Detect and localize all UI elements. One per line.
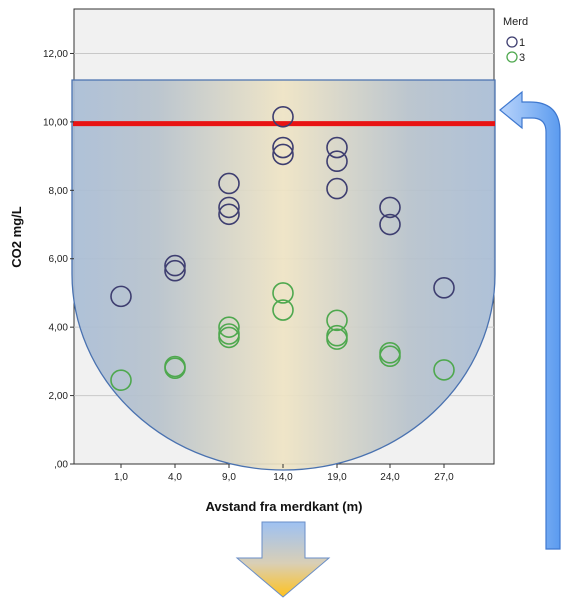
x-tick-label-5: 24,0 bbox=[380, 472, 400, 483]
x-axis-ticks: 1,0 4,0 9,0 14,0 19,0 24,0 27,0 bbox=[114, 464, 454, 483]
point-series-1-9 bbox=[326, 136, 348, 159]
point-series-1-10 bbox=[326, 150, 348, 173]
x-tick-label-2: 9,0 bbox=[222, 472, 236, 483]
x-tick-label-3: 14,0 bbox=[273, 472, 293, 483]
point-series-3-5 bbox=[218, 326, 240, 349]
y-axis-title: CO2 mg/L bbox=[9, 206, 24, 267]
gradient-overlay bbox=[71, 79, 496, 471]
point-series-1-1 bbox=[164, 254, 186, 277]
y-tick-label-2: 4,00 bbox=[49, 323, 69, 334]
legend-label-series-1: 1 bbox=[519, 37, 525, 49]
y-tick-label-5: 10,00 bbox=[43, 117, 68, 128]
y-tick-label-0: ,00 bbox=[54, 460, 68, 471]
point-series-1-5 bbox=[218, 203, 240, 226]
x-tick-label-6: 27,0 bbox=[434, 472, 454, 483]
point-series-1-7 bbox=[272, 136, 294, 159]
legend-marker-series-1 bbox=[506, 36, 518, 48]
curved-arrow bbox=[499, 90, 561, 550]
point-series-3-12 bbox=[379, 345, 401, 368]
point-series-1-6 bbox=[272, 105, 294, 128]
point-series-3-7 bbox=[272, 299, 294, 321]
point-series-3-0 bbox=[110, 369, 132, 391]
point-series-1-11 bbox=[326, 177, 348, 200]
point-series-3-8 bbox=[326, 309, 348, 332]
point-series-3-6 bbox=[272, 282, 294, 304]
point-series-3-3 bbox=[218, 316, 240, 338]
y-tick-label-6: 12,00 bbox=[43, 49, 68, 60]
point-series-3-13 bbox=[433, 359, 455, 381]
point-series-3-10 bbox=[326, 328, 348, 350]
y-tick-label-3: 6,00 bbox=[49, 254, 69, 265]
point-series-1-14 bbox=[433, 277, 455, 299]
y-tick-label-1: 2,00 bbox=[49, 391, 69, 402]
down-arrow bbox=[235, 521, 331, 598]
data-points bbox=[110, 105, 455, 391]
point-series-1-4 bbox=[218, 196, 240, 219]
x-tick-label-0: 1,0 bbox=[114, 472, 128, 483]
legend-label-series-3: 3 bbox=[519, 52, 525, 64]
point-series-1-8 bbox=[272, 143, 294, 166]
point-series-3-2 bbox=[164, 357, 186, 380]
x-axis-title: Avstand fra merdkant (m) bbox=[206, 499, 363, 514]
point-series-1-2 bbox=[164, 259, 186, 282]
point-series-1-3 bbox=[218, 172, 240, 195]
legend: Merd 1 3 bbox=[503, 16, 528, 64]
point-series-1-12 bbox=[379, 196, 401, 219]
point-series-1-13 bbox=[379, 213, 401, 236]
y-axis-ticks: ,00 2,00 4,00 6,00 8,00 10,00 12,00 bbox=[43, 49, 74, 471]
legend-marker-series-3 bbox=[506, 51, 518, 63]
legend-title: Merd bbox=[503, 16, 528, 28]
x-tick-label-4: 19,0 bbox=[327, 472, 347, 483]
y-tick-label-4: 8,00 bbox=[49, 186, 69, 197]
x-tick-label-1: 4,0 bbox=[168, 472, 182, 483]
point-series-1-0 bbox=[110, 285, 132, 308]
